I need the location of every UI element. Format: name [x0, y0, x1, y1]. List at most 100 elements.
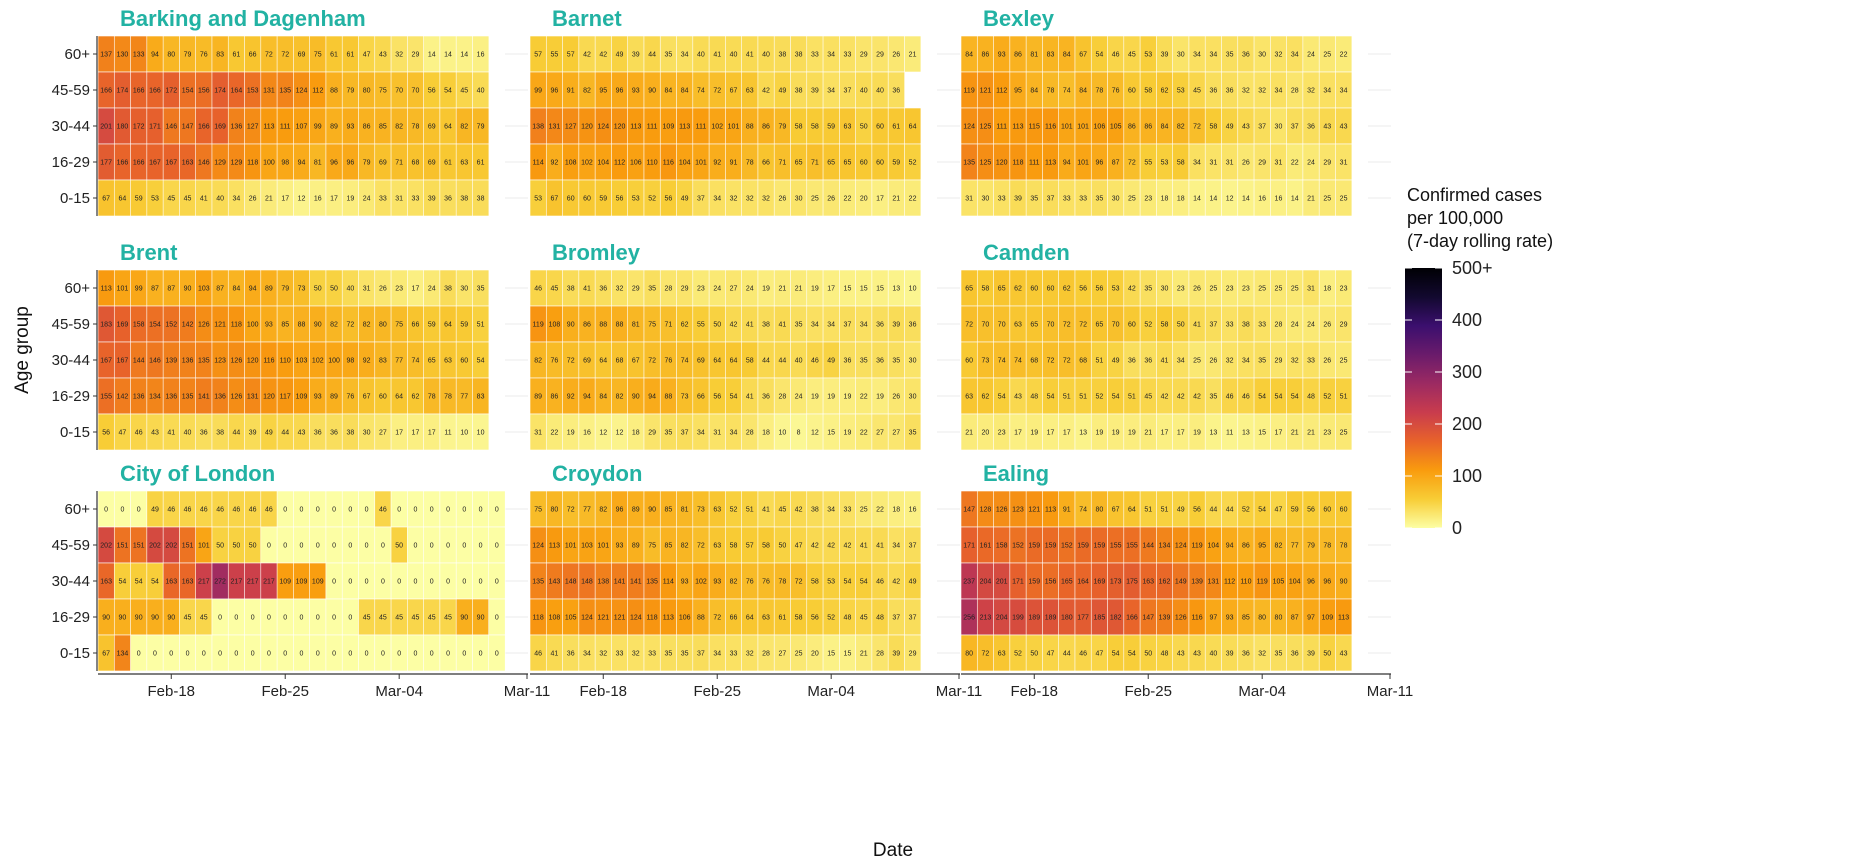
cell-value: 86 [363, 124, 371, 131]
cell-value: 46 [534, 286, 542, 293]
cell-value: 25 [795, 651, 803, 658]
cell-value: 51 [1079, 394, 1087, 401]
cell-value: 67 [1112, 507, 1120, 514]
cell-value: 38 [460, 196, 468, 203]
cell-value: 76 [664, 358, 672, 365]
cell-value: 54 [730, 394, 738, 401]
cell-value: 120 [247, 358, 259, 365]
cell-value: 32 [395, 52, 403, 59]
cell-value: 61 [477, 160, 485, 167]
cell-value: 65 [844, 160, 852, 167]
cell-value: 138 [532, 124, 544, 131]
cell-value: 78 [412, 124, 420, 131]
cell-value: 68 [412, 160, 420, 167]
cell-value: 0 [348, 615, 352, 622]
cell-value: 0 [397, 507, 401, 514]
cell-value: 141 [614, 579, 626, 586]
cell-value: 29 [860, 52, 868, 59]
cell-value: 107 [296, 124, 308, 131]
cell-value: 27 [876, 430, 884, 437]
cell-value: 20 [860, 196, 868, 203]
cell-value: 32 [730, 196, 738, 203]
cell-value: 126 [231, 394, 243, 401]
cell-value: 72 [1079, 322, 1087, 329]
cell-value: 32 [1275, 52, 1283, 59]
panel: Bromley 46 45 38 41 36 32 29 35 28 29 23 24 27 24 19 21 2… [529, 240, 960, 451]
cell-value: 0 [495, 543, 499, 550]
cell-value: 32 [762, 196, 770, 203]
cell-value: 19 [1112, 430, 1120, 437]
cell-value: 71 [664, 322, 672, 329]
cell-value: 54 [1258, 507, 1266, 514]
cell-value: 25 [1323, 196, 1331, 203]
cell-value: 80 [1258, 615, 1266, 622]
cell-value: 84 [1030, 88, 1038, 95]
cell-value: 75 [648, 543, 656, 550]
y-tick-label: 16-29 [52, 388, 90, 405]
cell-value: 39 [1307, 651, 1315, 658]
cell-value: 63 [460, 160, 468, 167]
cell-value: 166 [133, 160, 145, 167]
cell-value: 64 [599, 358, 607, 365]
cell-value: 40 [477, 88, 485, 95]
cell-value: 85 [1242, 615, 1250, 622]
cell-value: 54 [135, 579, 143, 586]
cell-value: 39 [892, 651, 900, 658]
cell-value: 171 [1012, 579, 1024, 586]
cell-value: 27 [892, 430, 900, 437]
cell-value: 88 [697, 615, 705, 622]
cell-value: 64 [395, 394, 403, 401]
cell-value: 44 [1226, 507, 1234, 514]
cell-value: 18 [892, 507, 900, 514]
cell-value: 43 [379, 52, 387, 59]
cell-value: 137 [100, 52, 112, 59]
cell-value: 29 [1340, 322, 1348, 329]
cell-value: 31 [1226, 160, 1234, 167]
cell-value: 41 [1161, 358, 1169, 365]
cell-value: 79 [778, 124, 786, 131]
cell-value: 65 [827, 160, 835, 167]
cell-value: 64 [730, 358, 738, 365]
cell-value: 21 [892, 196, 900, 203]
cell-value: 65 [1030, 322, 1038, 329]
cell-value: 175 [1126, 579, 1138, 586]
cell-value: 172 [165, 88, 177, 95]
cell-value: 101 [198, 543, 210, 550]
cell-value: 90 [314, 322, 322, 329]
cell-value: 55 [697, 322, 705, 329]
cell-value: 84 [965, 52, 973, 59]
cell-value: 180 [117, 124, 129, 131]
cell-value: 34 [232, 196, 240, 203]
cell-value: 60 [860, 160, 868, 167]
cell-value: 94 [1063, 160, 1071, 167]
cell-value: 0 [316, 651, 320, 658]
cell-value: 169 [117, 322, 129, 329]
cell-value: 37 [892, 615, 900, 622]
cell-value: 52 [1014, 651, 1022, 658]
cell-value: 42 [599, 52, 607, 59]
cell-value: 121 [980, 88, 992, 95]
cell-value: 44 [778, 358, 786, 365]
cell-value: 76 [746, 579, 754, 586]
cell-value: 134 [149, 394, 161, 401]
cell-value: 36 [444, 196, 452, 203]
cell-value: 74 [1079, 507, 1087, 514]
cell-value: 29 [1258, 160, 1266, 167]
cell-value: 116 [663, 160, 674, 167]
cell-value: 48 [1030, 394, 1038, 401]
cell-value: 95 [599, 88, 607, 95]
cell-value: 0 [332, 543, 336, 550]
cell-value: 64 [909, 124, 917, 131]
cell-value: 75 [314, 52, 322, 59]
cell-value: 67 [102, 196, 110, 203]
cell-value: 60 [567, 196, 575, 203]
cell-value: 0 [446, 543, 450, 550]
cell-value: 36 [1226, 88, 1234, 95]
axis-titles: Date Age group [12, 306, 913, 861]
cell-value: 64 [444, 322, 452, 329]
cell-value: 19 [1095, 430, 1103, 437]
cell-value: 52 [648, 196, 656, 203]
cell-value: 69 [697, 358, 705, 365]
cell-value: 31 [1275, 160, 1283, 167]
